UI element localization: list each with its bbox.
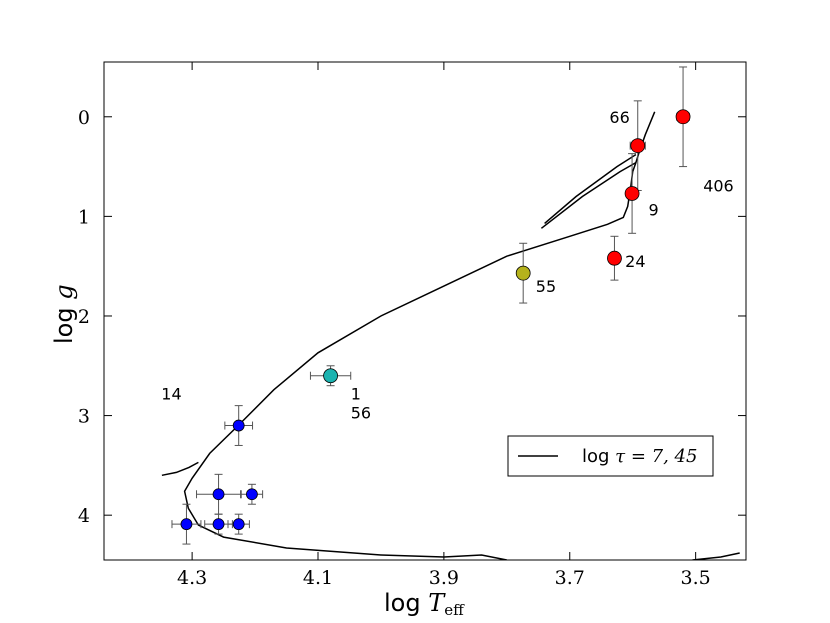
data-point-0	[232, 419, 245, 432]
star-label-9: 9	[648, 200, 658, 219]
legend-label: log τ = 7, 45	[582, 446, 697, 467]
data-point-6	[323, 368, 338, 384]
y-tick-label-3: 3	[78, 406, 90, 428]
isochrone-segment-3	[161, 461, 199, 477]
isochrone-segment-4	[692, 552, 740, 560]
isochrone-segment-2	[544, 153, 637, 224]
y-tick-label-1: 1	[78, 206, 90, 228]
y-tick-label-0: 0	[78, 107, 90, 129]
legend: log τ = 7, 45	[507, 435, 714, 477]
x-tick-label-3: 3.7	[555, 567, 585, 589]
x-tick-label-2: 3.9	[429, 567, 459, 589]
data-point-9	[624, 186, 640, 201]
star-label-55: 55	[536, 277, 556, 296]
y-tick-label-2: 2	[78, 306, 90, 328]
x-tick-label-0: 4.3	[177, 567, 207, 589]
data-point-5	[232, 518, 245, 531]
y-axis-title: log g	[50, 284, 78, 344]
data-point-8	[630, 138, 646, 154]
data-point-11	[675, 109, 691, 125]
isochrone-segment-1	[540, 161, 637, 229]
x-tick-label-1: 4.1	[303, 567, 333, 589]
y-tick-label-4: 4	[78, 505, 90, 527]
data-point-10	[607, 250, 622, 266]
x-axis-title: log Teff	[384, 589, 465, 619]
x-tick-label-4: 3.5	[681, 567, 711, 589]
star-label-66: 66	[609, 108, 629, 127]
data-point-4	[212, 518, 225, 531]
star-label-24: 24	[625, 252, 645, 271]
star-label-1: 1	[351, 385, 361, 404]
plot-frame	[103, 61, 747, 561]
data-point-7	[515, 265, 531, 281]
star-label-56: 56	[351, 404, 371, 423]
star-label-14: 14	[161, 385, 181, 404]
data-point-1	[212, 488, 225, 501]
data-point-2	[246, 488, 258, 501]
tick-layer: 4.3 4.1 3.9 3.7 3.5 0 1 2 3 4	[78, 62, 746, 589]
star-label-406: 406	[703, 177, 734, 196]
data-point-3	[180, 518, 193, 531]
annotation-layer: 14 156 55 66 9 24 406	[161, 108, 733, 423]
data-point-layer	[180, 109, 691, 531]
